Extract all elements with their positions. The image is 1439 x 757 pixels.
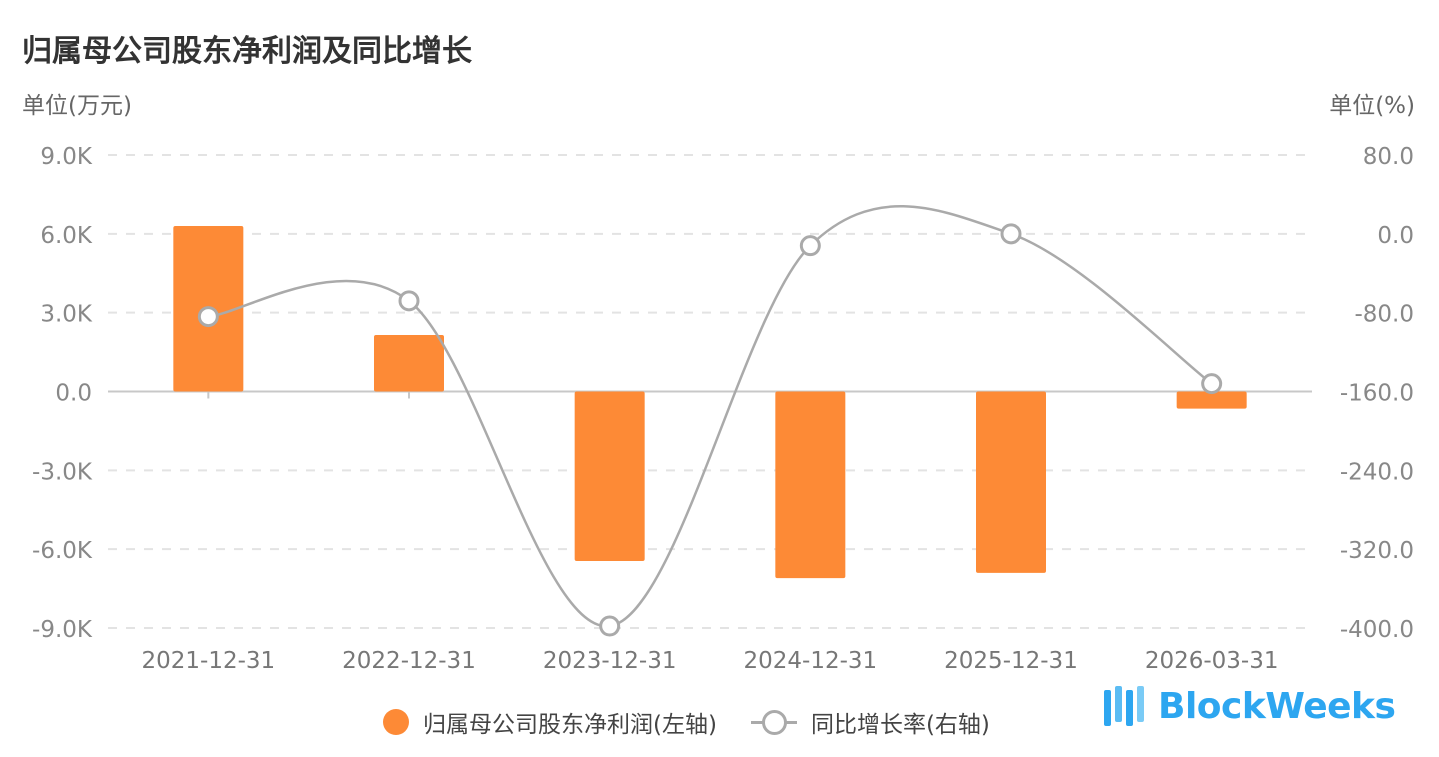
line-point: [398, 290, 420, 312]
right-axis-tick-label: -160.0: [1340, 381, 1414, 407]
axes: 9.0K 80.0 6.0K 0.0 3.0K -80.0 0.0 -160.0 -3.0K -2…: [32, 144, 1414, 674]
left-axis-tick-label: -9.0K: [32, 617, 93, 643]
watermark-logo: BlockWeeks: [1100, 682, 1396, 730]
blockweeks-logo-icon: [1104, 686, 1144, 726]
legend-swatch-line: [750, 709, 797, 735]
line-point: [197, 306, 219, 328]
left-axis-unit-label: 单位(万元): [22, 93, 132, 119]
x-axis-tick-label: 2022-12-31: [342, 648, 476, 674]
left-axis-tick-label: 0.0: [55, 381, 92, 407]
chart-title: 归属母公司股东净利润及同比增长: [22, 34, 472, 69]
left-axis-tick-label: 6.0K: [40, 223, 93, 249]
legend-item-growth-rate[interactable]: 同比增长率(右轴): [717, 705, 990, 739]
right-axis-tick-label: 0.0: [1377, 223, 1414, 249]
growth-rate-line: [208, 205, 1213, 628]
left-axis-tick-label: 9.0K: [40, 144, 93, 170]
bar: [976, 391, 1046, 573]
bar: [574, 391, 645, 561]
line-series: [197, 205, 1223, 637]
x-axis-tick-label: 2025-12-31: [944, 648, 1078, 674]
right-axis-unit-label: 单位(%): [1329, 93, 1415, 119]
legend-label-growth-rate: 同比增长率(右轴): [810, 712, 990, 738]
legend-label-net-profit: 归属母公司股东净利润(左轴): [423, 712, 717, 738]
right-axis-tick-label: -320.0: [1340, 538, 1414, 564]
left-axis-tick-label: -3.0K: [32, 459, 93, 485]
line-point: [799, 235, 821, 257]
right-axis-tick-label: 80.0: [1363, 144, 1414, 170]
bar: [775, 391, 846, 579]
bar: [1176, 391, 1247, 409]
right-axis-tick-label: -400.0: [1340, 617, 1414, 643]
line-point: [599, 615, 621, 637]
watermark-text: BlockWeeks: [1158, 685, 1396, 727]
left-axis-tick-label: 3.0K: [40, 302, 93, 328]
x-axis-tick-label: 2021-12-31: [141, 648, 275, 674]
right-axis-tick-label: -80.0: [1354, 302, 1414, 328]
x-axis-tick-label: 2023-12-31: [543, 648, 677, 674]
legend-swatch-bar: [383, 709, 409, 735]
legend: 归属母公司股东净利润(左轴) 同比增长率(右轴): [383, 700, 990, 744]
bar: [374, 335, 444, 392]
x-axis-tick-label: 2026-03-31: [1145, 648, 1279, 674]
x-axis-tick-label: 2024-12-31: [743, 648, 877, 674]
left-axis-tick-label: -6.0K: [32, 538, 93, 564]
chart-plot: 9.0K 80.0 6.0K 0.0 3.0K -80.0 0.0 -160.0 -3.0K -2…: [32, 144, 1414, 674]
line-point: [1201, 373, 1223, 395]
legend-item-net-profit[interactable]: 归属母公司股东净利润(左轴): [383, 705, 717, 739]
right-axis-tick-label: -240.0: [1340, 459, 1414, 485]
gridlines: [108, 154, 1312, 629]
line-point: [1000, 223, 1022, 245]
